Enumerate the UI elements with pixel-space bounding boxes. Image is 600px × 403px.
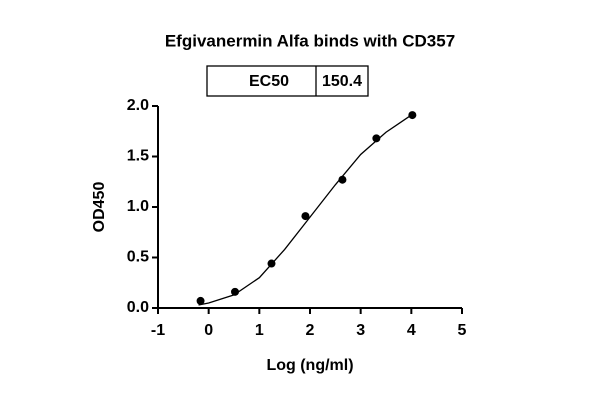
annotation-label: EC50 xyxy=(249,73,289,90)
x-tick-label: 0 xyxy=(204,322,213,339)
data-point xyxy=(196,296,205,305)
y-tick-label: 1.0 xyxy=(127,198,149,215)
y-tick-label: 0.0 xyxy=(127,299,149,316)
y-tick-label: 0.5 xyxy=(127,249,149,266)
x-tick-label: 4 xyxy=(407,322,416,339)
data-point xyxy=(231,287,240,296)
data-point xyxy=(408,111,417,120)
y-tick-label: 1.5 xyxy=(127,148,149,165)
x-axis-label: Log (ng/ml) xyxy=(266,357,353,374)
fit-curve xyxy=(198,114,412,306)
data-point xyxy=(301,212,310,221)
x-tick-label: 5 xyxy=(458,322,467,339)
annotation-box xyxy=(206,65,369,97)
x-tick-label: 1 xyxy=(255,322,264,339)
x-tick-label: -1 xyxy=(151,322,165,339)
y-axis-label: OD450 xyxy=(91,182,108,233)
annotation-value: 150.4 xyxy=(322,73,362,90)
y-tick-label: 2.0 xyxy=(127,97,149,114)
x-tick-label: 3 xyxy=(356,322,365,339)
data-point xyxy=(372,134,381,143)
x-tick-label: 2 xyxy=(306,322,315,339)
chart-title: Efgivanermin Alfa binds with CD357 xyxy=(165,31,455,50)
